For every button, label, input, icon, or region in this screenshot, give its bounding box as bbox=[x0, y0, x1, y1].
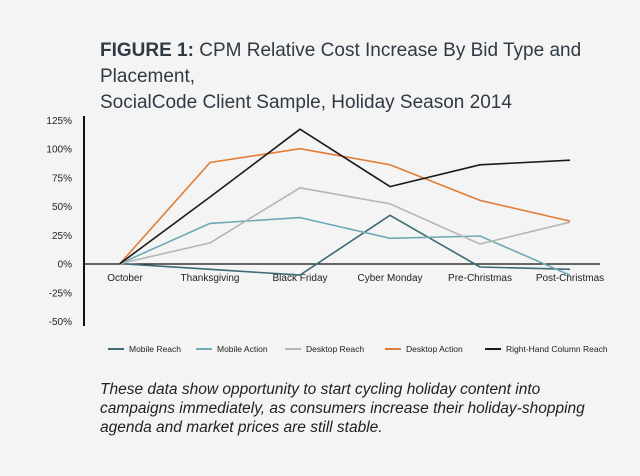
y-tick-label: 25% bbox=[52, 231, 72, 242]
y-tick-labels: 125% 100% 75% 50% 25% 0% -25% -50% bbox=[46, 116, 72, 328]
legend-label-desktop-action: Desktop Action bbox=[406, 344, 463, 354]
y-tick-label: 0% bbox=[58, 260, 73, 271]
series-line-mobile-reach bbox=[119, 214, 571, 276]
series-line-desktop-reach bbox=[119, 187, 571, 265]
figure-title: FIGURE 1: CPM Relative Cost Increase By … bbox=[100, 38, 620, 116]
figure-title-line2: SocialCode Client Sample, Holiday Season… bbox=[100, 92, 512, 113]
y-tick-label: 75% bbox=[52, 173, 72, 184]
legend-label-desktop-reach: Desktop Reach bbox=[306, 344, 364, 354]
y-tick-label: -25% bbox=[49, 288, 72, 299]
x-tick-label: Pre-Christmas bbox=[448, 273, 512, 284]
figure-caption: These data show opportunity to start cyc… bbox=[100, 381, 585, 436]
y-tick-label: -50% bbox=[49, 317, 72, 328]
x-tick-label: Cyber Monday bbox=[357, 273, 422, 284]
x-tick-label: Post-Christmas bbox=[536, 273, 604, 284]
legend-label-right-hand-column-reach: Right-Hand Column Reach bbox=[506, 344, 608, 354]
y-tick-label: 50% bbox=[52, 202, 72, 213]
legend-label-mobile-reach: Mobile Reach bbox=[129, 344, 181, 354]
series-line-right-hand-column-reach bbox=[119, 128, 571, 265]
y-tick-label: 100% bbox=[46, 145, 72, 156]
legend: Mobile Reach Mobile Action Desktop Reach De… bbox=[108, 344, 608, 354]
y-tick-label: 125% bbox=[46, 116, 72, 127]
figure-title-line1: CPM Relative Cost Increase By Bid Type a… bbox=[100, 40, 582, 87]
x-tick-labels: October Thanksgiving Black Friday Cyber Mon… bbox=[107, 273, 604, 284]
figure-label: FIGURE 1: bbox=[100, 40, 194, 61]
series-line-mobile-action bbox=[119, 216, 571, 276]
x-tick-label: Thanksgiving bbox=[181, 273, 240, 284]
legend-label-mobile-action: Mobile Action bbox=[217, 344, 268, 354]
x-tick-label: October bbox=[107, 273, 143, 284]
series-line-desktop-action bbox=[119, 147, 571, 265]
series-lines bbox=[119, 128, 571, 276]
x-tick-label: Black Friday bbox=[272, 273, 327, 284]
